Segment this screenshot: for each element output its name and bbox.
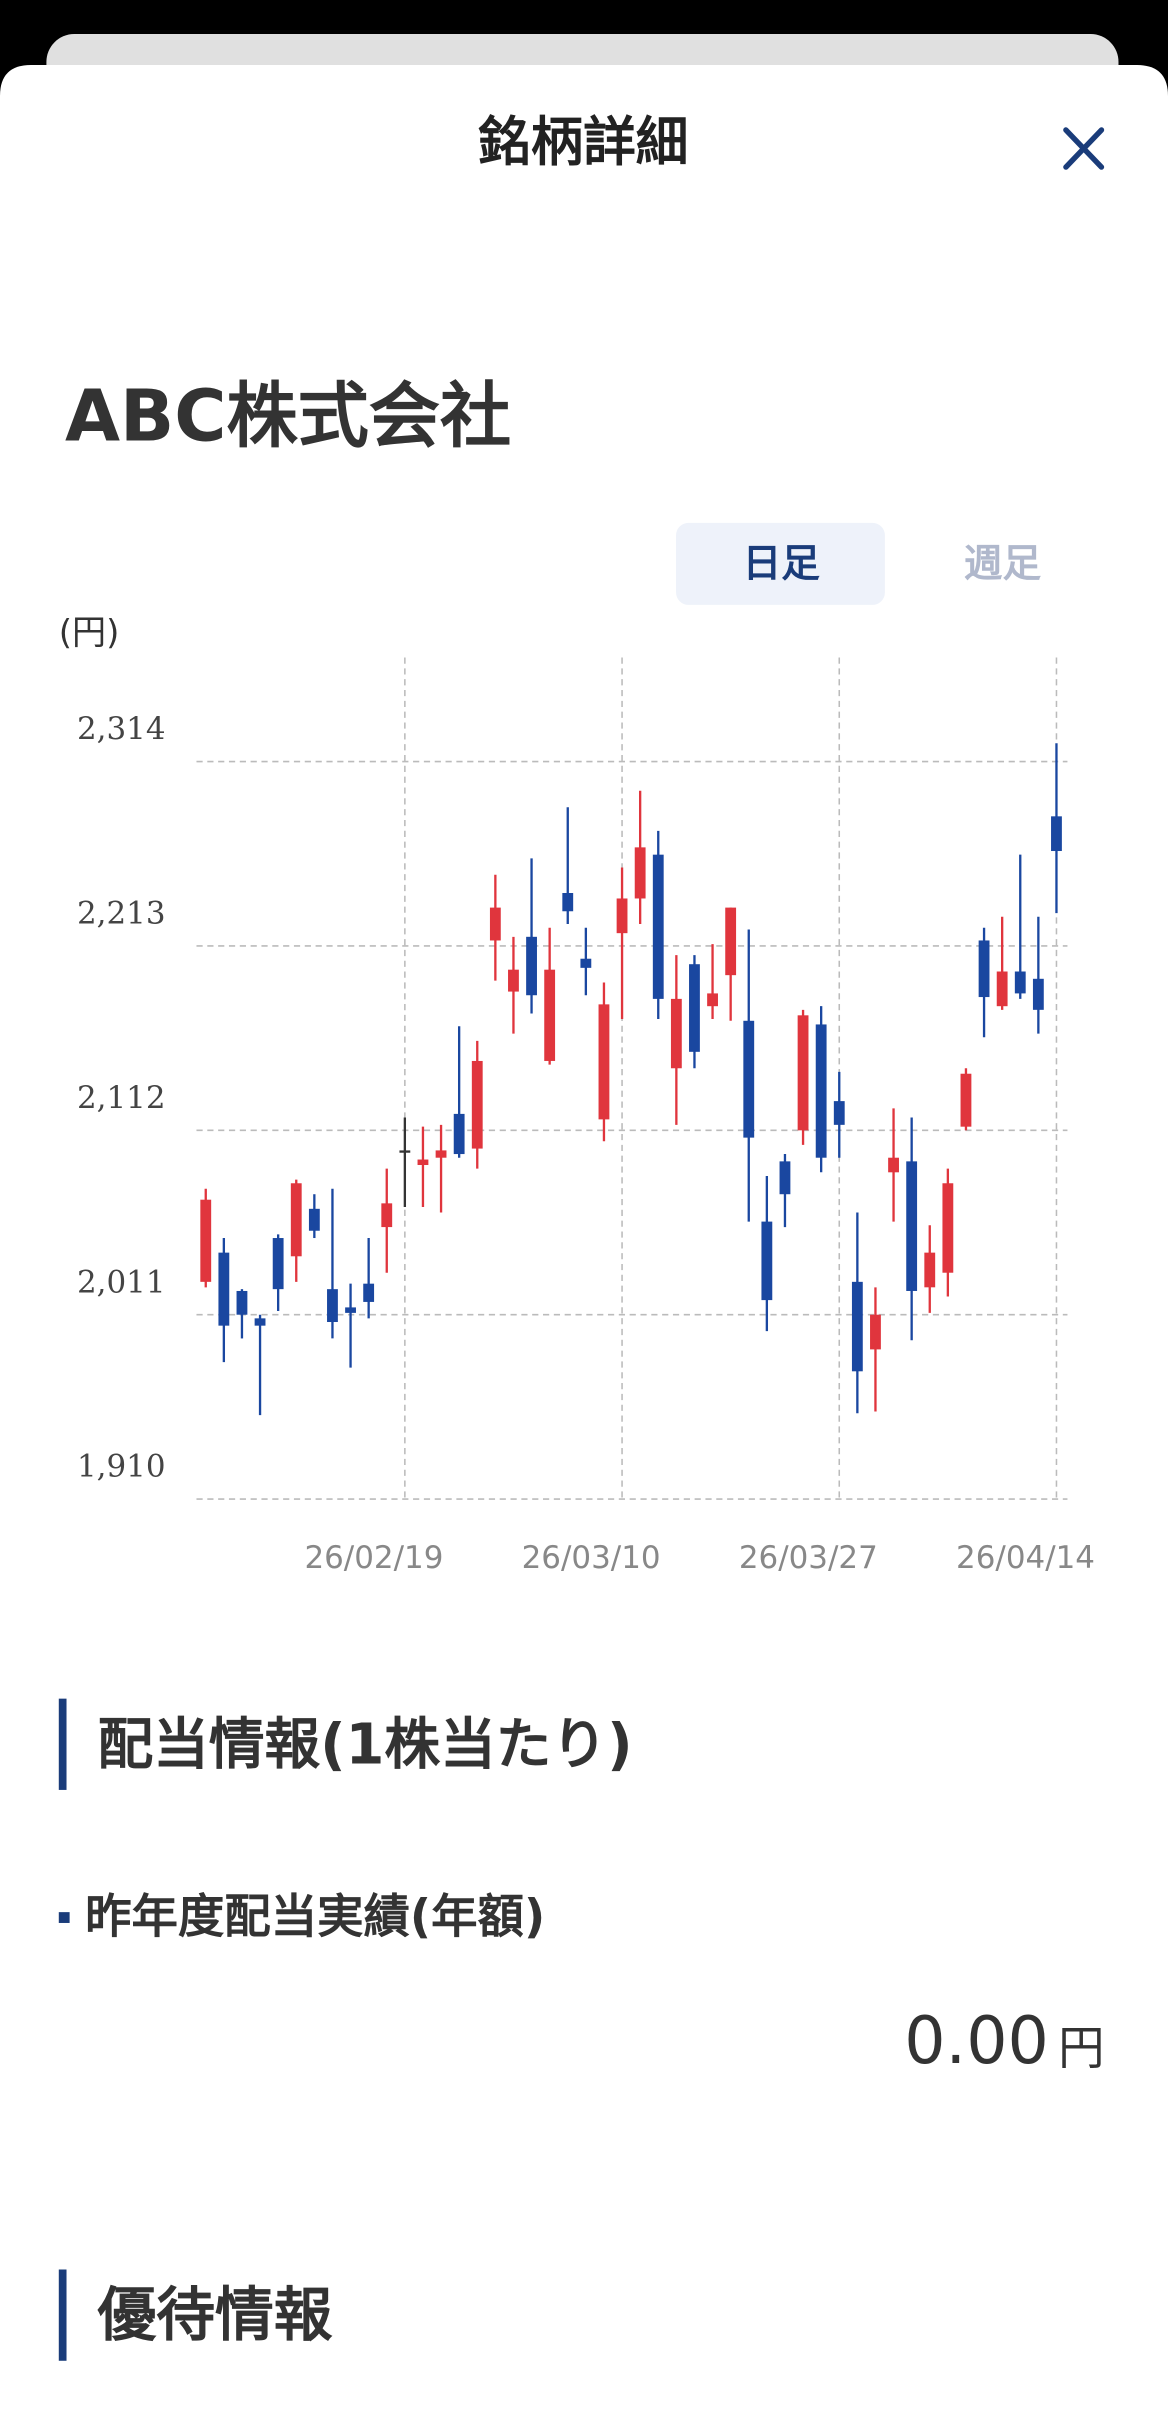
y-unit-label: (円)	[59, 613, 120, 653]
candle-body	[272, 1238, 284, 1290]
candle-body	[652, 854, 664, 999]
candle-body	[562, 893, 574, 912]
candle-body	[218, 1252, 230, 1326]
dividend-unit: 円	[1058, 2021, 1104, 2075]
candle-body	[580, 958, 592, 968]
candle-body	[924, 1252, 936, 1288]
candle-body	[363, 1283, 375, 1302]
stock-name: ABC株式会社	[65, 374, 511, 457]
candle-body	[870, 1314, 881, 1350]
candle-body	[200, 1199, 212, 1282]
candle-body	[435, 1150, 447, 1158]
candle-body	[1032, 978, 1044, 1010]
candle-body	[634, 847, 646, 899]
bullet	[58, 1912, 70, 1923]
candle-body	[906, 1161, 918, 1291]
candle-body	[689, 964, 700, 1052]
dividend-value: 0.00	[904, 2004, 1049, 2079]
candle-body	[308, 1208, 320, 1231]
candle-body	[417, 1159, 429, 1166]
candle-body	[489, 907, 501, 941]
candle-body	[996, 971, 1008, 1007]
x-tick-label: 26/04/14	[956, 1540, 1095, 1576]
candle-body	[942, 1183, 954, 1273]
candle-body	[960, 1073, 972, 1127]
candle-body	[471, 1060, 483, 1149]
y-tick-label: 1,910	[77, 1449, 166, 1485]
candle-body	[399, 1150, 411, 1153]
candle-body	[761, 1221, 773, 1301]
candle-body	[327, 1289, 338, 1323]
candle-body	[978, 940, 990, 998]
x-tick-label: 26/03/27	[739, 1540, 878, 1576]
section-bar	[58, 1698, 67, 1790]
candle-body	[254, 1318, 266, 1326]
candle-body	[236, 1290, 248, 1315]
candle-body	[779, 1161, 791, 1195]
chart: 1,910 2,011 2,112 2,213 2,314 26/02/19 26/03/1…	[77, 657, 1095, 1576]
close-icon[interactable]	[1063, 127, 1105, 170]
candle-body	[453, 1113, 465, 1155]
candle-body	[381, 1203, 393, 1228]
candle-body	[508, 969, 519, 992]
tab[interactable]: 日足	[743, 542, 821, 587]
y-tick-label: 2,011	[77, 1264, 166, 1300]
candle-body	[598, 1004, 610, 1120]
candle-body	[815, 1024, 827, 1158]
tab-selected-bg[interactable]	[676, 522, 885, 605]
x-tick-label: 26/02/19	[304, 1540, 443, 1576]
candle-body	[1014, 971, 1026, 994]
candle-body	[526, 936, 537, 996]
candle-body	[707, 993, 718, 1007]
y-tick-label: 2,213	[77, 896, 166, 932]
section-heading: 配当情報(1株当たり)	[97, 1712, 632, 1777]
candle-body	[290, 1183, 302, 1257]
tab[interactable]: 週足	[964, 542, 1042, 587]
y-tick-label: 2,314	[77, 711, 166, 747]
close-button[interactable]	[1063, 127, 1105, 170]
candle-body	[1051, 816, 1062, 852]
section-heading: 優待情報	[96, 2280, 332, 2349]
candle-body	[851, 1281, 863, 1372]
candle-body	[670, 998, 682, 1069]
candle-body	[616, 898, 628, 934]
candle-body	[725, 907, 737, 976]
candle-body	[833, 1101, 845, 1125]
candle-body	[888, 1157, 899, 1173]
candle-body	[743, 1020, 755, 1138]
sheet	[0, 64, 1168, 2425]
x-tick-label: 26/03/10	[522, 1540, 661, 1576]
header-title: 銘柄詳細	[478, 112, 688, 173]
sub-heading: 昨年度配当実績(年額)	[85, 1889, 545, 1943]
candle-body	[345, 1307, 356, 1313]
y-tick-label: 2,112	[77, 1080, 166, 1116]
candle-body	[544, 969, 556, 1061]
candle-body	[797, 1015, 809, 1131]
section-bar	[58, 2269, 67, 2361]
